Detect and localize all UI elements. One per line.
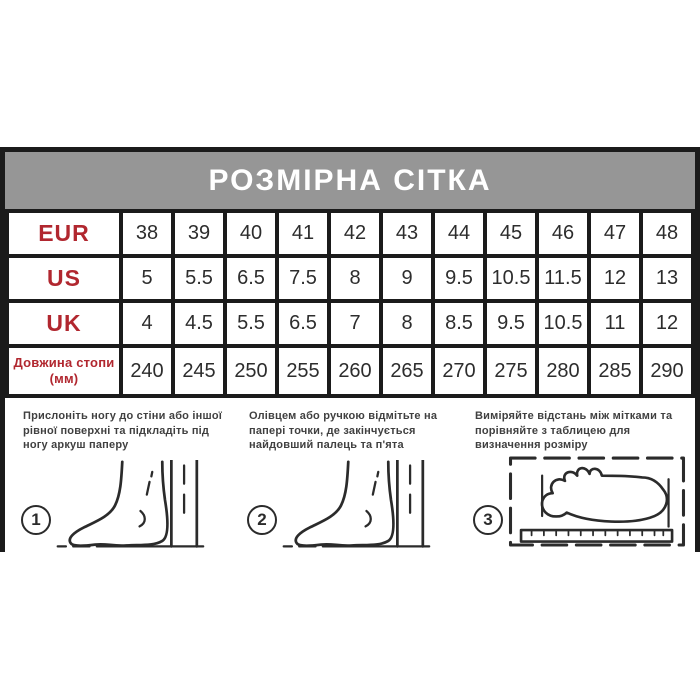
step-3-figure: 3	[465, 453, 687, 553]
size-value-cell: 5.5	[175, 258, 223, 299]
size-value-cell: 38	[123, 213, 171, 254]
size-value-cell: 13	[643, 258, 691, 299]
size-value-cell: 48	[643, 213, 691, 254]
size-value-cell: 46	[539, 213, 587, 254]
size-value-cell: 41	[279, 213, 327, 254]
size-value-cell: 8.5	[435, 303, 483, 344]
step-2: Олівцем або ручкою відмітьте на папері т…	[239, 409, 461, 553]
step-1-figure: 1	[13, 453, 235, 553]
foot-against-wall-icon	[282, 459, 431, 548]
size-value-cell: 4	[123, 303, 171, 344]
foot-on-paper-ruler-icon	[508, 456, 686, 547]
step-1-text: Прислоніть ногу до стіни або іншої рівно…	[23, 410, 223, 452]
size-value-cell: 9.5	[435, 258, 483, 299]
size-value-cell: 245	[175, 348, 223, 394]
size-value-cell: 44	[435, 213, 483, 254]
size-value-cell: 4.5	[175, 303, 223, 344]
size-value-cell: 6.5	[279, 303, 327, 344]
size-value-cell: 250	[227, 348, 275, 394]
size-value-cell: 5.5	[227, 303, 275, 344]
step-2-number-badge: 2	[247, 504, 277, 535]
step-3-text: Виміряйте відстань між мітками та порівн…	[475, 410, 673, 452]
size-system-label: US	[9, 258, 119, 299]
size-value-cell: 10.5	[487, 258, 535, 299]
size-value-cell: 7	[331, 303, 379, 344]
size-system-label: EUR	[9, 213, 119, 254]
step-1: Прислоніть ногу до стіни або іншої рівно…	[13, 409, 235, 553]
instructions-section: Прислоніть ногу до стіни або іншої рівно…	[5, 398, 695, 559]
size-value-cell: 6.5	[227, 258, 275, 299]
size-value-cell: 42	[331, 213, 379, 254]
size-value-cell: 45	[487, 213, 535, 254]
size-value-cell: 255	[279, 348, 327, 394]
step-3: Виміряйте відстань між мітками та порівн…	[465, 409, 687, 553]
size-value-cell: 7.5	[279, 258, 327, 299]
size-value-cell: 275	[487, 348, 535, 394]
size-value-cell: 43	[383, 213, 431, 254]
size-value-cell: 265	[383, 348, 431, 394]
page-title: РОЗМІРНА СІТКА	[208, 163, 492, 197]
size-value-cell: 285	[591, 348, 639, 394]
size-value-cell: 9.5	[487, 303, 535, 344]
size-value-cell: 270	[435, 348, 483, 394]
size-chart-header: РОЗМІРНА СІТКА	[5, 152, 695, 209]
size-value-cell: 11.5	[539, 258, 587, 299]
foot-against-wall-icon	[56, 459, 205, 548]
size-value-cell: 240	[123, 348, 171, 394]
size-chart-card: РОЗМІРНА СІТКА EUR 38 39 40 41 42 43 44 45 46 47 48…	[0, 147, 700, 559]
size-value-cell: 12	[591, 258, 639, 299]
size-value-cell: 260	[331, 348, 379, 394]
size-value-cell: 40	[227, 213, 275, 254]
size-value-cell: 47	[591, 213, 639, 254]
size-value-cell: 8	[383, 303, 431, 344]
step-1-number-badge: 1	[21, 504, 51, 535]
step-2-text: Олівцем або ручкою відмітьте на папері т…	[249, 410, 438, 452]
size-system-label: Довжина стопи (мм)	[9, 348, 119, 394]
size-value-cell: 10.5	[539, 303, 587, 344]
size-value-cell: 8	[331, 258, 379, 299]
size-value-cell: 11	[591, 303, 639, 344]
size-value-cell: 290	[643, 348, 691, 394]
size-table: EUR 38 39 40 41 42 43 44 45 46 47 48 US 5 5.5 6.5 7.5 8 9 9…	[5, 209, 695, 398]
size-system-label: UK	[9, 303, 119, 344]
size-value-cell: 39	[175, 213, 223, 254]
step-3-number-badge: 3	[473, 504, 503, 535]
step-2-figure: 2	[239, 453, 461, 553]
size-value-cell: 9	[383, 258, 431, 299]
size-value-cell: 280	[539, 348, 587, 394]
size-value-cell: 5	[123, 258, 171, 299]
size-value-cell: 12	[643, 303, 691, 344]
